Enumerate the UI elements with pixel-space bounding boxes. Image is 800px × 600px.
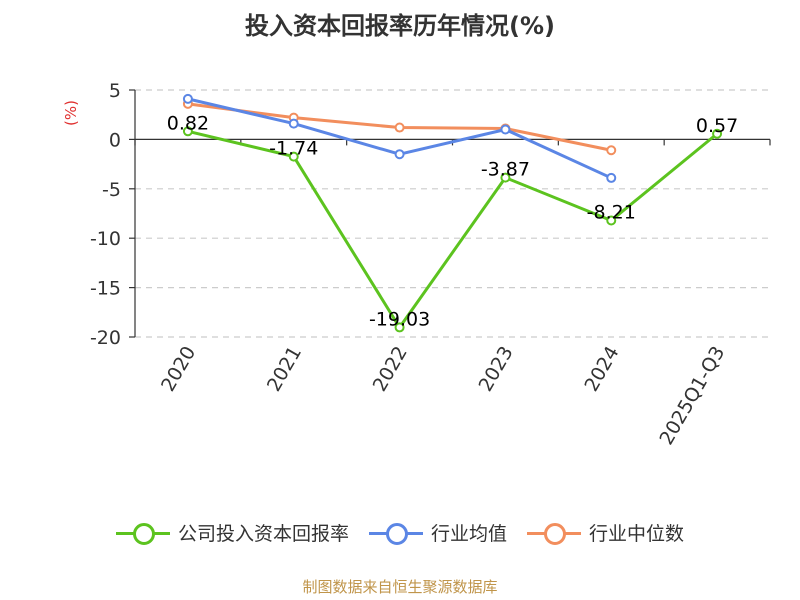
- data-point: [394, 322, 405, 333]
- x-tick-label: 2020: [157, 343, 200, 396]
- legend-swatch-industry-median: [527, 522, 581, 545]
- data-point: [606, 172, 617, 183]
- data-point: [394, 149, 405, 160]
- data-point: [606, 145, 617, 156]
- legend-label-industry-avg: 行业均值: [430, 523, 507, 545]
- legend-marker: [132, 522, 155, 545]
- legend-swatch-industry-avg: [368, 522, 423, 545]
- y-tick-label: -15: [90, 278, 121, 300]
- data-label: 0.57: [696, 115, 738, 137]
- y-tick-label: -10: [90, 228, 121, 250]
- legend-item-industry-avg[interactable]: 行业均值: [368, 519, 507, 546]
- x-tick-label: 2024: [580, 343, 623, 396]
- data-point: [394, 122, 405, 133]
- legend-label-industry-median: 行业中位数: [589, 523, 685, 545]
- data-point: [182, 126, 193, 137]
- x-tick-label: 2025Q1-Q3: [655, 343, 729, 449]
- y-tick-label: -5: [102, 179, 121, 201]
- y-tick-label: -20: [90, 327, 121, 349]
- data-label: -3.87: [481, 159, 530, 181]
- chart-legend: 公司投入资本回报率 行业均值 行业中位数: [0, 519, 800, 546]
- legend-item-company[interactable]: 公司投入资本回报率: [115, 519, 349, 546]
- data-label: -1.74: [269, 138, 318, 160]
- series-line-0: [187, 129, 719, 329]
- data-label: -8.21: [587, 202, 636, 224]
- data-point: [500, 124, 511, 135]
- legend-label-company: 公司投入资本回报率: [177, 523, 349, 545]
- data-source-footer: 制图数据来自恒生聚源数据库: [302, 578, 498, 596]
- y-tick-label: 5: [109, 80, 121, 102]
- data-label: 0.82: [167, 112, 209, 134]
- legend-marker: [544, 522, 566, 545]
- legend-item-industry-median[interactable]: 行业中位数: [527, 519, 684, 546]
- data-point: [606, 215, 617, 226]
- legend-marker: [385, 522, 408, 545]
- x-tick-label: 2023: [475, 343, 518, 396]
- data-point: [500, 172, 511, 183]
- data-point: [712, 128, 723, 139]
- x-tick-label: 2022: [369, 343, 412, 396]
- data-point: [288, 151, 299, 162]
- chart-title: 投入资本回报率历年情况(%): [245, 12, 555, 40]
- data-point: [182, 93, 193, 104]
- y-tick-label: 0: [109, 129, 121, 151]
- data-label: -19.03: [369, 308, 430, 330]
- data-point: [288, 118, 299, 129]
- legend-swatch-company: [115, 522, 170, 545]
- x-tick-label: 2021: [263, 343, 306, 396]
